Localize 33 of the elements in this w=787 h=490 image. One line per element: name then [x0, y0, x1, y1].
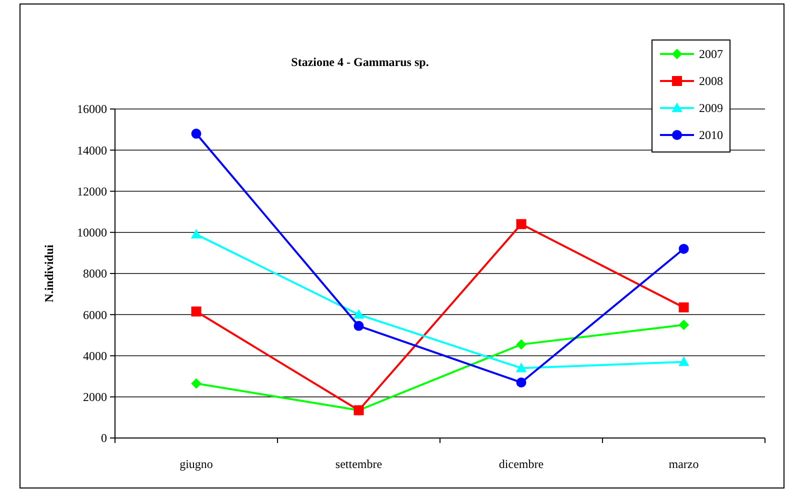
point [354, 310, 364, 319]
legend-label: 2010 [699, 128, 723, 142]
y-tick-label: 12000 [77, 184, 107, 198]
y-tick-label: 6000 [83, 308, 107, 322]
point [678, 320, 689, 330]
x-tick-label: settembre [335, 457, 382, 471]
y-tick-label: 10000 [77, 226, 107, 240]
y-tick-label: 4000 [83, 348, 107, 363]
point [191, 306, 202, 317]
legend-label: 2009 [699, 101, 723, 116]
legend-label: 2007 [699, 47, 723, 62]
y-tick-label: 2000 [83, 390, 107, 404]
y-tick-label: 14000 [77, 143, 107, 158]
point [678, 302, 689, 312]
point [191, 229, 202, 239]
y-tick-label: 16000 [77, 102, 107, 116]
x-tick-label: giugno [180, 457, 213, 471]
point [516, 363, 526, 372]
point [678, 244, 689, 254]
y-tick-label: 0 [101, 431, 107, 446]
x-tick-label: dicembre [498, 457, 544, 471]
point [354, 320, 364, 331]
point [191, 378, 202, 389]
point [516, 219, 526, 230]
y-axis-title: N.individui [42, 244, 56, 302]
chart-title: Stazione 4 - Gammarus sp. [291, 55, 429, 69]
legend-label: 2008 [699, 74, 723, 88]
point [191, 128, 202, 139]
x-tick-label: marzo [668, 457, 699, 471]
point [678, 356, 689, 366]
y-tick-label: 8000 [83, 266, 107, 281]
point [516, 339, 526, 350]
point [516, 377, 526, 388]
